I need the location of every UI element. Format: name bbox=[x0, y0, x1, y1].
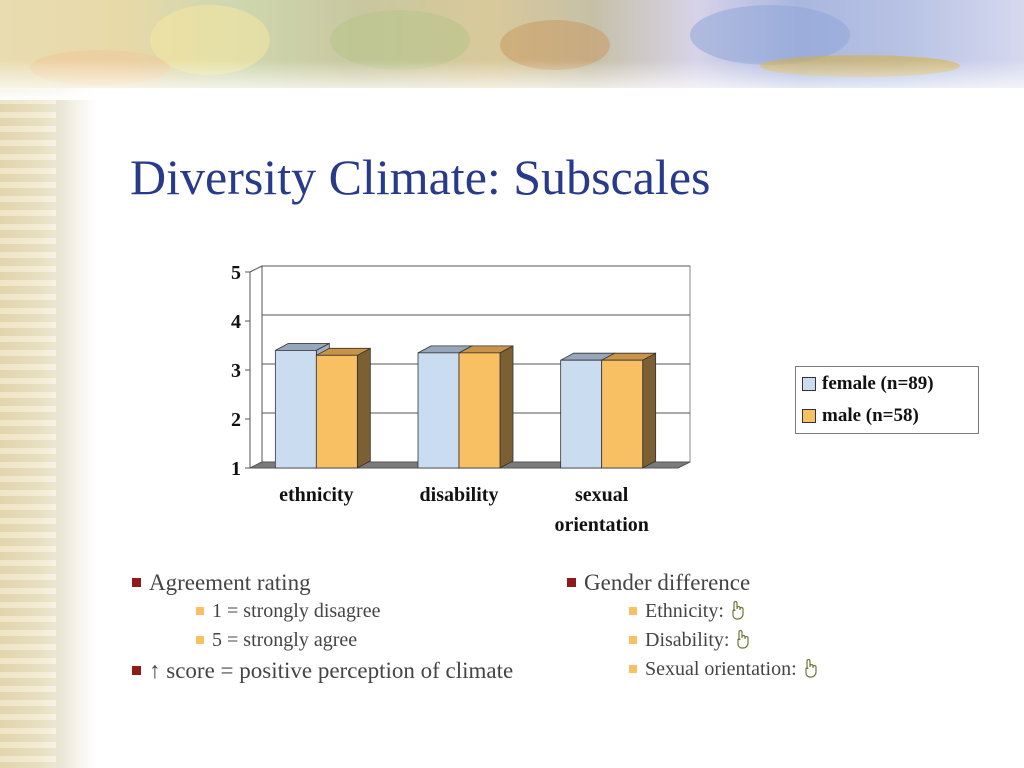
sub-bullet-strongly-agree: 5 = strongly agree bbox=[196, 629, 532, 652]
square-bullet-icon bbox=[629, 636, 637, 644]
bullet-list-right: Gender difference Ethnicity: Disability:… bbox=[567, 570, 947, 687]
sub-bullet-text: 5 = strongly agree bbox=[212, 629, 358, 651]
bar-ethnicity-female bbox=[274, 350, 317, 469]
bullet-text: Gender difference bbox=[584, 570, 751, 595]
bullet-gender-difference: Gender difference bbox=[567, 570, 947, 596]
pointing-hand-icon bbox=[805, 658, 817, 678]
bar-disability-male bbox=[458, 352, 501, 469]
sub-bullet-text: Sexual orientation: bbox=[645, 658, 797, 680]
bar-side bbox=[356, 347, 371, 469]
sub-bullet-ethnicity: Ethnicity: bbox=[629, 600, 947, 623]
bar-side bbox=[499, 345, 514, 469]
square-bullet-icon bbox=[196, 636, 204, 644]
sub-bullet-sexual-orientation: Sexual orientation: bbox=[629, 658, 947, 681]
x-category-label: ethnicity bbox=[279, 484, 353, 506]
sub-bullet-text: Ethnicity: bbox=[645, 600, 724, 622]
x-category-label: orientation bbox=[554, 514, 648, 536]
square-bullet-icon bbox=[629, 607, 637, 615]
bullet-text: ↑ score = positive perception of climate bbox=[149, 658, 514, 683]
bar-sexual-orientation-male bbox=[601, 359, 644, 469]
bar-disability-female bbox=[417, 352, 460, 469]
sub-bullet-text: Disability: bbox=[645, 629, 730, 651]
bar-sexual-orientation-female bbox=[560, 359, 603, 469]
bar-side bbox=[642, 352, 657, 469]
chart-legend: female (n=89) male (n=58) bbox=[795, 366, 979, 434]
legend-swatch-female bbox=[802, 377, 816, 391]
slide-title: Diversity Climate: Subscales bbox=[130, 149, 711, 205]
bullet-score: ↑ score = positive perception of climate bbox=[132, 658, 522, 684]
legend-label-female: female (n=89) bbox=[822, 373, 934, 394]
left-fade bbox=[56, 0, 96, 768]
bar-ethnicity-male bbox=[315, 354, 358, 469]
chart-side-wall bbox=[249, 265, 263, 469]
bullet-agreement-rating: Agreement rating bbox=[132, 570, 532, 596]
x-category-label: disability bbox=[420, 484, 499, 506]
sub-bullet-strongly-disagree: 1 = strongly disagree bbox=[196, 600, 532, 623]
legend-item-female: female (n=89) bbox=[802, 373, 934, 395]
y-tick-label: 5 bbox=[231, 262, 241, 284]
bullet-text: Agreement rating bbox=[149, 570, 311, 595]
legend-label-male: male (n=58) bbox=[822, 405, 919, 426]
left-parchment-strip bbox=[0, 0, 56, 768]
square-bullet-icon bbox=[132, 666, 141, 675]
pointing-hand-icon bbox=[732, 600, 744, 620]
pointing-hand-icon bbox=[737, 629, 750, 649]
legend-swatch-male bbox=[802, 409, 816, 423]
y-tick-label: 3 bbox=[231, 360, 241, 382]
square-bullet-icon bbox=[132, 578, 141, 587]
square-bullet-icon bbox=[567, 578, 576, 587]
banner-fade bbox=[0, 60, 1024, 100]
square-bullet-icon bbox=[629, 665, 637, 673]
bullet-list-left: Agreement rating 1 = strongly disagree 5… bbox=[132, 570, 532, 688]
bar-chart: 1 2 3 4 5 ethnicity disability sexual orientatio… bbox=[231, 262, 691, 536]
sub-bullet-disability: Disability: bbox=[629, 629, 947, 652]
sub-bullet-text: 1 = strongly disagree bbox=[212, 600, 381, 622]
y-tick-label: 4 bbox=[231, 311, 241, 333]
x-category-label: sexual bbox=[575, 484, 629, 506]
y-tick-label: 2 bbox=[231, 409, 241, 431]
y-tick-label: 1 bbox=[231, 458, 241, 480]
legend-item-male: male (n=58) bbox=[802, 405, 919, 427]
square-bullet-icon bbox=[196, 607, 204, 615]
